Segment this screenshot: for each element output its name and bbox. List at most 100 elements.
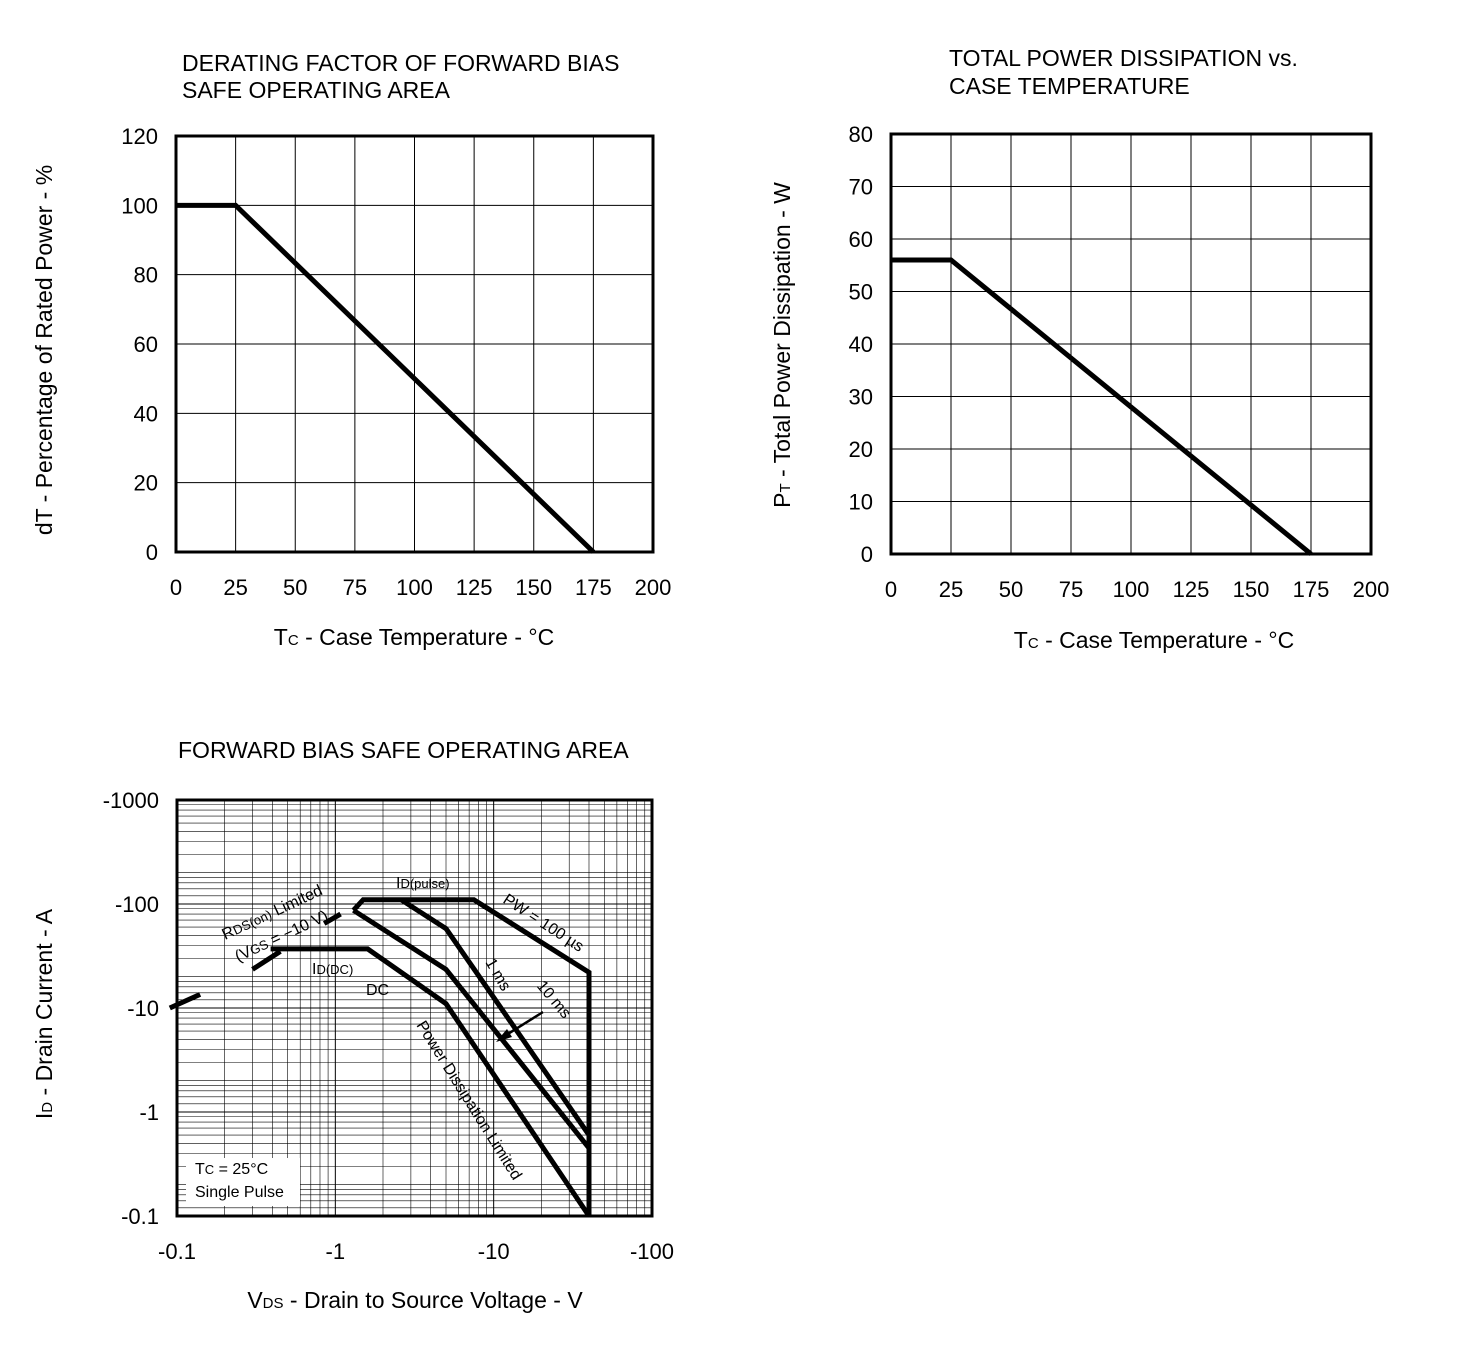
id-dc-main: I bbox=[312, 961, 316, 978]
x-tick-label: 75 bbox=[343, 575, 367, 600]
y-tick-label: 80 bbox=[134, 263, 158, 288]
id-pulse-main: I bbox=[396, 875, 400, 892]
soa-y-label-sub: D bbox=[39, 1102, 56, 1113]
derating-title-line1: DERATING FACTOR OF FORWARD BIAS bbox=[182, 50, 619, 76]
dc-label: DC bbox=[366, 982, 389, 999]
x-tick-label: 0 bbox=[885, 577, 897, 602]
soa-title: FORWARD BIAS SAFE OPERATING AREA bbox=[178, 737, 629, 763]
power-x-label-sub: C bbox=[1028, 635, 1039, 652]
power-x-ticks: 0 25 50 75 100 125 150 175 200 bbox=[885, 577, 1389, 602]
y-tick-label: 0 bbox=[861, 542, 873, 567]
id-dc-label: ID(DC) bbox=[312, 961, 353, 978]
derating-curve bbox=[176, 202, 596, 554]
soa-y-ticks: -1000 -100 -10 -1 -0.1 bbox=[103, 788, 159, 1229]
tc-label: TC = 25°C bbox=[195, 1161, 268, 1178]
soa-curve-pw-100-s bbox=[351, 897, 592, 1216]
soa-curve-rds-on-limited bbox=[251, 949, 282, 972]
x-tick-label: 25 bbox=[939, 577, 963, 602]
x-tick-label: 150 bbox=[1233, 577, 1270, 602]
power-x-label-main: T bbox=[1014, 627, 1028, 653]
vgs-open: (V bbox=[233, 943, 255, 965]
tc-rest: = 25°C bbox=[214, 1161, 268, 1178]
x-tick-label: -0.1 bbox=[158, 1239, 196, 1264]
soa-plot-frame bbox=[175, 798, 654, 1218]
power-y-axis-label: PT - Total Power Dissipation - W bbox=[769, 182, 795, 508]
y-tick-label: 20 bbox=[134, 471, 158, 496]
derating-chart: DERATING FACTOR OF FORWARD BIAS SAFE OPE… bbox=[31, 50, 671, 650]
power-x-label-rest: - Case Temperature - °C bbox=[1039, 627, 1294, 653]
y-tick-label: 20 bbox=[849, 437, 873, 462]
power-y-label-rest: - Total Power Dissipation - W bbox=[769, 182, 795, 484]
derating-grid bbox=[175, 135, 654, 553]
y-tick-label: 40 bbox=[849, 332, 873, 357]
x-tick-label: -1 bbox=[326, 1239, 346, 1264]
y-tick-label: 70 bbox=[849, 175, 873, 200]
soa-curve-10-ms bbox=[352, 908, 591, 1150]
soa-y-label-rest: - Drain Current - A bbox=[31, 908, 57, 1102]
soa-y-label-main: I bbox=[31, 1113, 57, 1119]
power-y-label-sub: T bbox=[777, 483, 794, 492]
derating-x-ticks: 0 25 50 75 100 125 150 175 200 bbox=[170, 575, 671, 600]
derating-x-label-main: T bbox=[274, 624, 288, 650]
y-tick-label: 50 bbox=[849, 280, 873, 305]
y-tick-label: -0.1 bbox=[121, 1204, 159, 1229]
x-tick-label: 200 bbox=[635, 575, 672, 600]
power-plot-frame bbox=[889, 132, 1373, 556]
derating-y-ticks: 0 20 40 60 80 100 120 bbox=[121, 124, 158, 565]
derating-x-label-rest: - Case Temperature - °C bbox=[299, 624, 554, 650]
power-title-line1: TOTAL POWER DISSIPATION vs. bbox=[949, 45, 1298, 71]
single-pulse-label: Single Pulse bbox=[195, 1184, 284, 1201]
soa-curve-dc bbox=[270, 946, 592, 1218]
y-tick-label: 10 bbox=[849, 490, 873, 515]
soa-x-label-sub: DS bbox=[263, 1295, 284, 1312]
id-pulse-sub: D(pulse) bbox=[400, 876, 449, 891]
tc-legend-box bbox=[186, 1158, 300, 1206]
ms10-arrow-shaft bbox=[502, 1010, 544, 1039]
y-tick-label: 60 bbox=[134, 332, 158, 357]
x-tick-label: 75 bbox=[1059, 577, 1083, 602]
y-tick-label: 30 bbox=[849, 385, 873, 410]
y-tick-label: 60 bbox=[849, 227, 873, 252]
derating-x-axis-label: TC - Case Temperature - °C bbox=[274, 624, 554, 650]
x-tick-label: 50 bbox=[999, 577, 1023, 602]
y-tick-label: 100 bbox=[121, 193, 158, 218]
x-tick-label: 100 bbox=[1113, 577, 1150, 602]
soa-chart: FORWARD BIAS SAFE OPERATING AREA -0.1 -1-… bbox=[31, 737, 674, 1313]
y-tick-label: -10 bbox=[127, 996, 159, 1021]
soa-x-ticks: -0.1 -1 -10 -100 bbox=[158, 1239, 674, 1264]
y-tick-label: 0 bbox=[146, 540, 158, 565]
x-tick-label: 0 bbox=[170, 575, 182, 600]
power-x-axis-label: TC - Case Temperature - °C bbox=[1014, 627, 1294, 653]
soa-curve-rds-on-limited bbox=[322, 911, 342, 926]
x-tick-label: 100 bbox=[396, 575, 433, 600]
power-grid bbox=[890, 133, 1372, 555]
x-tick-label: 150 bbox=[515, 575, 552, 600]
id-dc-sub: D(DC) bbox=[316, 962, 353, 977]
x-tick-label: 50 bbox=[283, 575, 307, 600]
x-tick-label: -100 bbox=[630, 1239, 674, 1264]
ms10-arrow-head bbox=[496, 1029, 512, 1042]
y-tick-label: 80 bbox=[849, 122, 873, 147]
x-tick-label: 200 bbox=[1353, 577, 1390, 602]
derating-title-line2: SAFE OPERATING AREA bbox=[182, 77, 451, 103]
soa-curve-1-ms bbox=[399, 897, 592, 1137]
soa-y-axis-label: ID - Drain Current - A bbox=[31, 908, 57, 1119]
derating-x-label-sub: C bbox=[288, 632, 299, 649]
derating-plot-frame bbox=[174, 134, 655, 554]
x-tick-label: 175 bbox=[1293, 577, 1330, 602]
y-tick-label: 40 bbox=[134, 401, 158, 426]
soa-curve-rds-on-limited bbox=[168, 992, 202, 1011]
soa-x-label-rest: - Drain to Source Voltage - V bbox=[284, 1287, 584, 1313]
id-pulse-label: ID(pulse) bbox=[396, 875, 450, 892]
power-chart: TOTAL POWER DISSIPATION vs. CASE TEMPERA… bbox=[769, 45, 1389, 653]
vgs-sub: GS bbox=[247, 936, 271, 958]
y-tick-label: 120 bbox=[121, 124, 158, 149]
x-tick-label: 25 bbox=[223, 575, 247, 600]
x-tick-label: -10 bbox=[478, 1239, 510, 1264]
power-y-label-main: P bbox=[769, 493, 795, 508]
x-tick-label: 125 bbox=[1173, 577, 1210, 602]
tc-main: T bbox=[195, 1161, 205, 1178]
derating-y-axis-label: dT - Percentage of Rated Power - % bbox=[31, 165, 57, 535]
power-y-ticks: 0 10 20 30 40 50 60 70 80 bbox=[849, 122, 873, 567]
